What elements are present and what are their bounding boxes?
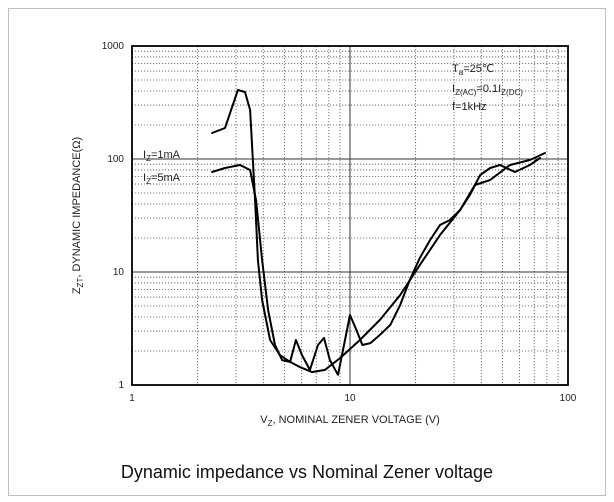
series-label: IZ=5mA bbox=[143, 172, 181, 186]
subscript: Z bbox=[146, 177, 151, 186]
x-tick-label: 1 bbox=[129, 393, 135, 404]
text-part: , NOMINAL ZENER VOLTAGE (V) bbox=[272, 414, 439, 426]
annotation: Ta=25℃ bbox=[452, 63, 494, 77]
text-part: I bbox=[452, 83, 455, 95]
x-axis-label: VZ, NOMINAL ZENER VOLTAGE (V) bbox=[260, 414, 440, 428]
text-part: =0.1I bbox=[476, 83, 501, 95]
series-label: IZ=1mA bbox=[143, 149, 181, 163]
y-tick-label: 1 bbox=[118, 380, 124, 391]
y-tick-label: 10 bbox=[113, 267, 125, 278]
subscript: Z(DC) bbox=[501, 88, 523, 97]
y-tick-label: 1000 bbox=[102, 41, 125, 52]
text-part: , DYNAMIC IMPEDANCE(Ω) bbox=[71, 137, 83, 278]
annotation: f=1kHz bbox=[452, 101, 487, 113]
text-part: =1mA bbox=[151, 149, 181, 161]
subscript: Z bbox=[268, 419, 273, 428]
caption: Dynamic impedance vs Nominal Zener volta… bbox=[121, 462, 493, 482]
text-part: Z bbox=[71, 287, 83, 294]
frame bbox=[8, 8, 606, 496]
subscript: Z bbox=[146, 154, 151, 163]
text-part: T bbox=[452, 63, 459, 75]
annotation: IZ(AC)=0.1IZ(DC) bbox=[452, 83, 523, 97]
text-part: =5mA bbox=[151, 172, 181, 184]
subscript: a bbox=[459, 68, 464, 77]
text-part: I bbox=[143, 172, 146, 184]
plot-border bbox=[131, 45, 569, 386]
x-tick-label: 100 bbox=[560, 393, 577, 404]
y-tick-label: 100 bbox=[107, 154, 124, 165]
text-part: V bbox=[260, 414, 268, 426]
y-axis-label: ZZT, DYNAMIC IMPEDANCE(Ω) bbox=[71, 137, 85, 294]
x-tick-label: 10 bbox=[344, 393, 356, 404]
subscript: ZT bbox=[76, 278, 85, 288]
series-line bbox=[211, 89, 546, 374]
text-part: =25℃ bbox=[463, 63, 494, 75]
text-part: I bbox=[143, 149, 146, 161]
text-part: f=1kHz bbox=[452, 101, 487, 113]
subscript: Z(AC) bbox=[455, 88, 477, 97]
series-line bbox=[211, 157, 541, 376]
